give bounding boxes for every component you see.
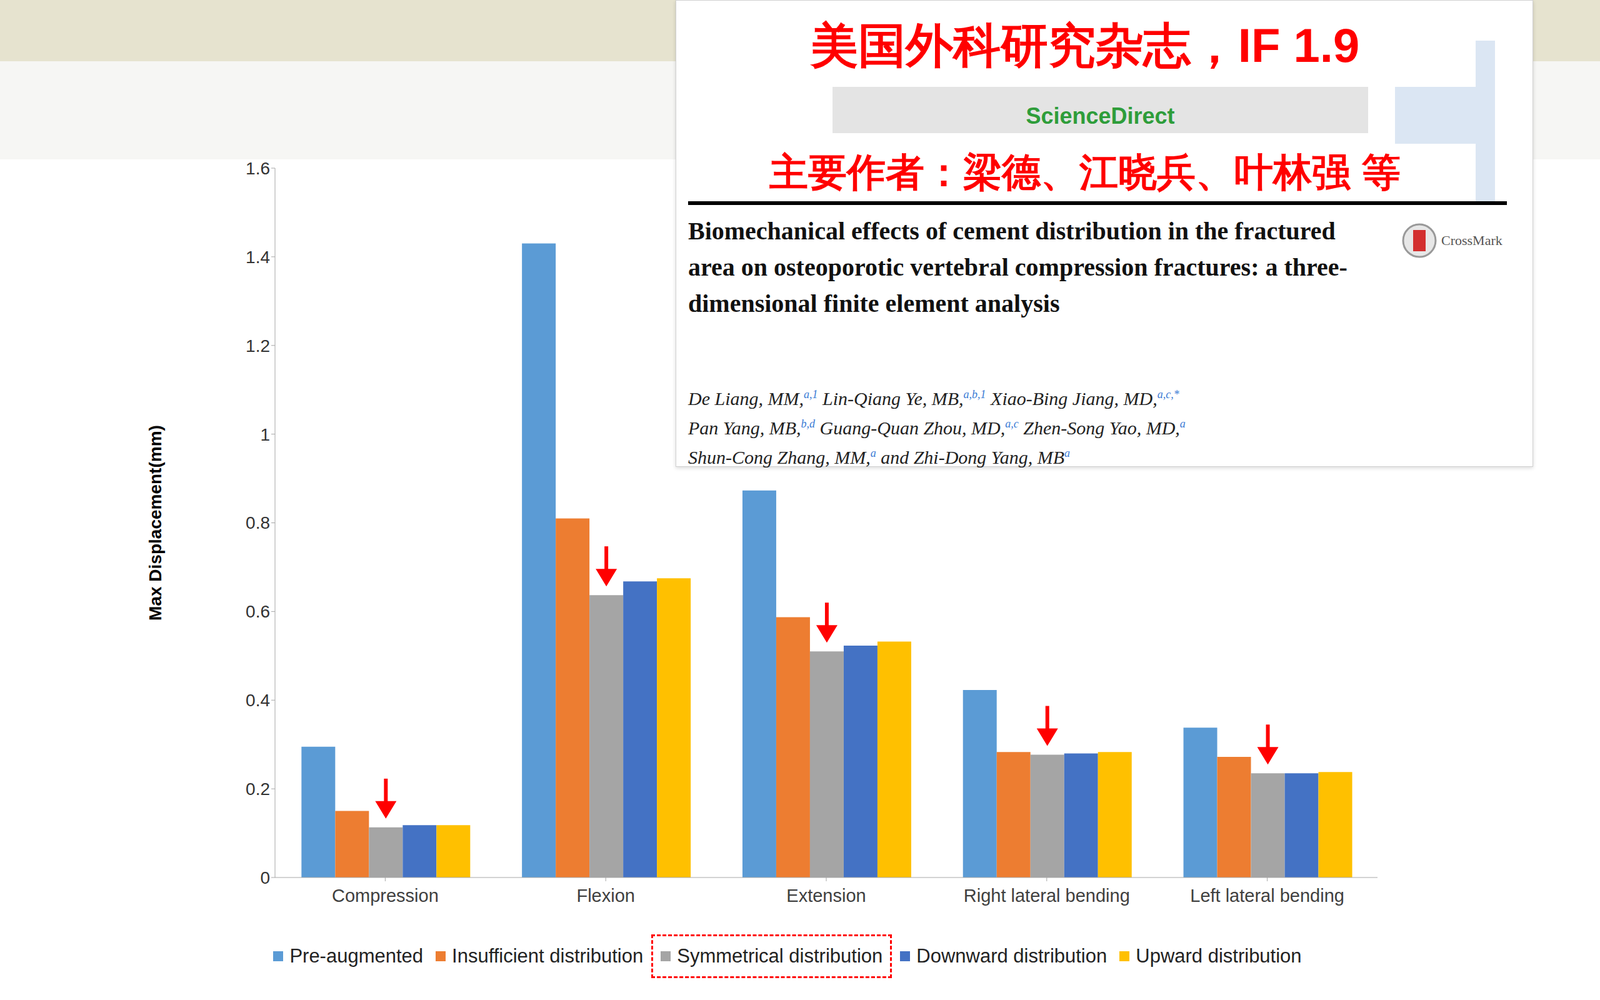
- html-text:CrossMark: CrossMark: [1441, 232, 1503, 249]
- svg-text:1.6: 1.6: [245, 158, 270, 179]
- html-text:Upward distribution: Upward distribution: [1135, 945, 1302, 967]
- html-text:Insufficient distribution: Insufficient distribution: [451, 945, 644, 967]
- html-text:Downward distribution: Downward distribution: [916, 945, 1108, 967]
- svg-text:0.2: 0.2: [245, 779, 270, 799]
- svg-text:Compression: Compression: [331, 885, 439, 906]
- svg-text:1.4: 1.4: [245, 247, 270, 267]
- svg-text:Flexion: Flexion: [576, 885, 635, 906]
- html-text:ScienceDirect: ScienceDirect: [1025, 103, 1175, 129]
- svg-text:Extension: Extension: [786, 885, 866, 906]
- svg-text:0.8: 0.8: [245, 513, 270, 533]
- svg-text:0.4: 0.4: [245, 690, 270, 710]
- svg-text:0: 0: [260, 868, 270, 888]
- svg-text:Left lateral bending: Left lateral bending: [1190, 885, 1345, 906]
- html-text:主要作者：梁德、江晓兵、叶林强 等: 主要作者：梁德、江晓兵、叶林强 等: [769, 150, 1401, 194]
- html-text:Biomechanical effects of cemen: Biomechanical effects of cement distribu…: [688, 216, 1348, 318]
- html-text:Pan Yang, MB,b,d Guang-Quan Zh: Pan Yang, MB,b,d Guang-Quan Zhou, MD,a,c…: [688, 417, 1186, 439]
- html-text:美国外科研究杂志，IF 1.9: 美国外科研究杂志，IF 1.9: [810, 18, 1360, 72]
- html-text:Symmetrical distribution: Symmetrical distribution: [677, 945, 883, 967]
- html-text:Shun-Cong Zhang, MM,a and Zhi-: Shun-Cong Zhang, MM,a and Zhi-Dong Yang,…: [688, 446, 1071, 468]
- svg-text:1: 1: [260, 425, 270, 445]
- html-text:De Liang, MM,a,1 Lin-Qiang Ye,: De Liang, MM,a,1 Lin-Qiang Ye, MB,a,b,1 …: [688, 388, 1180, 409]
- svg-text:0.6: 0.6: [245, 601, 270, 622]
- svg-text:Right lateral bending: Right lateral bending: [963, 885, 1130, 906]
- html-text:Pre-augmented: Pre-augmented: [289, 945, 424, 967]
- svg-text:Max Displacement(mm): Max Displacement(mm): [145, 425, 165, 621]
- svg-text:1.2: 1.2: [245, 336, 270, 356]
